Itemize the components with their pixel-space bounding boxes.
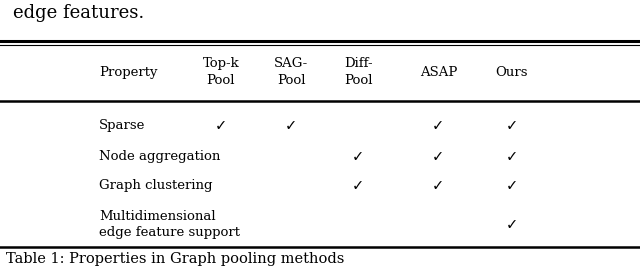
Text: ✓: ✓ [432,149,445,164]
Text: ✓: ✓ [214,118,227,133]
Text: Top-k
Pool: Top-k Pool [202,57,239,87]
Text: ✓: ✓ [285,118,298,133]
Text: ✓: ✓ [432,118,445,133]
Text: edge features.: edge features. [13,4,144,22]
Text: Graph clustering: Graph clustering [99,179,212,192]
Text: Ours: Ours [496,66,528,78]
Text: Table 1: Properties in Graph pooling methods: Table 1: Properties in Graph pooling met… [6,252,345,266]
Text: SAG-
Pool: SAG- Pool [274,57,308,87]
Text: ✓: ✓ [352,178,365,193]
Text: ✓: ✓ [506,149,518,164]
Text: ✓: ✓ [432,178,445,193]
Text: ASAP: ASAP [420,66,457,78]
Text: ✓: ✓ [506,217,518,232]
Text: Property: Property [99,66,157,78]
Text: Multidimensional
edge feature support: Multidimensional edge feature support [99,210,240,239]
Text: ✓: ✓ [506,118,518,133]
Text: ✓: ✓ [352,149,365,164]
Text: Node aggregation: Node aggregation [99,150,221,163]
Text: Diff-
Pool: Diff- Pool [344,57,372,87]
Text: Sparse: Sparse [99,119,145,132]
Text: ✓: ✓ [506,178,518,193]
